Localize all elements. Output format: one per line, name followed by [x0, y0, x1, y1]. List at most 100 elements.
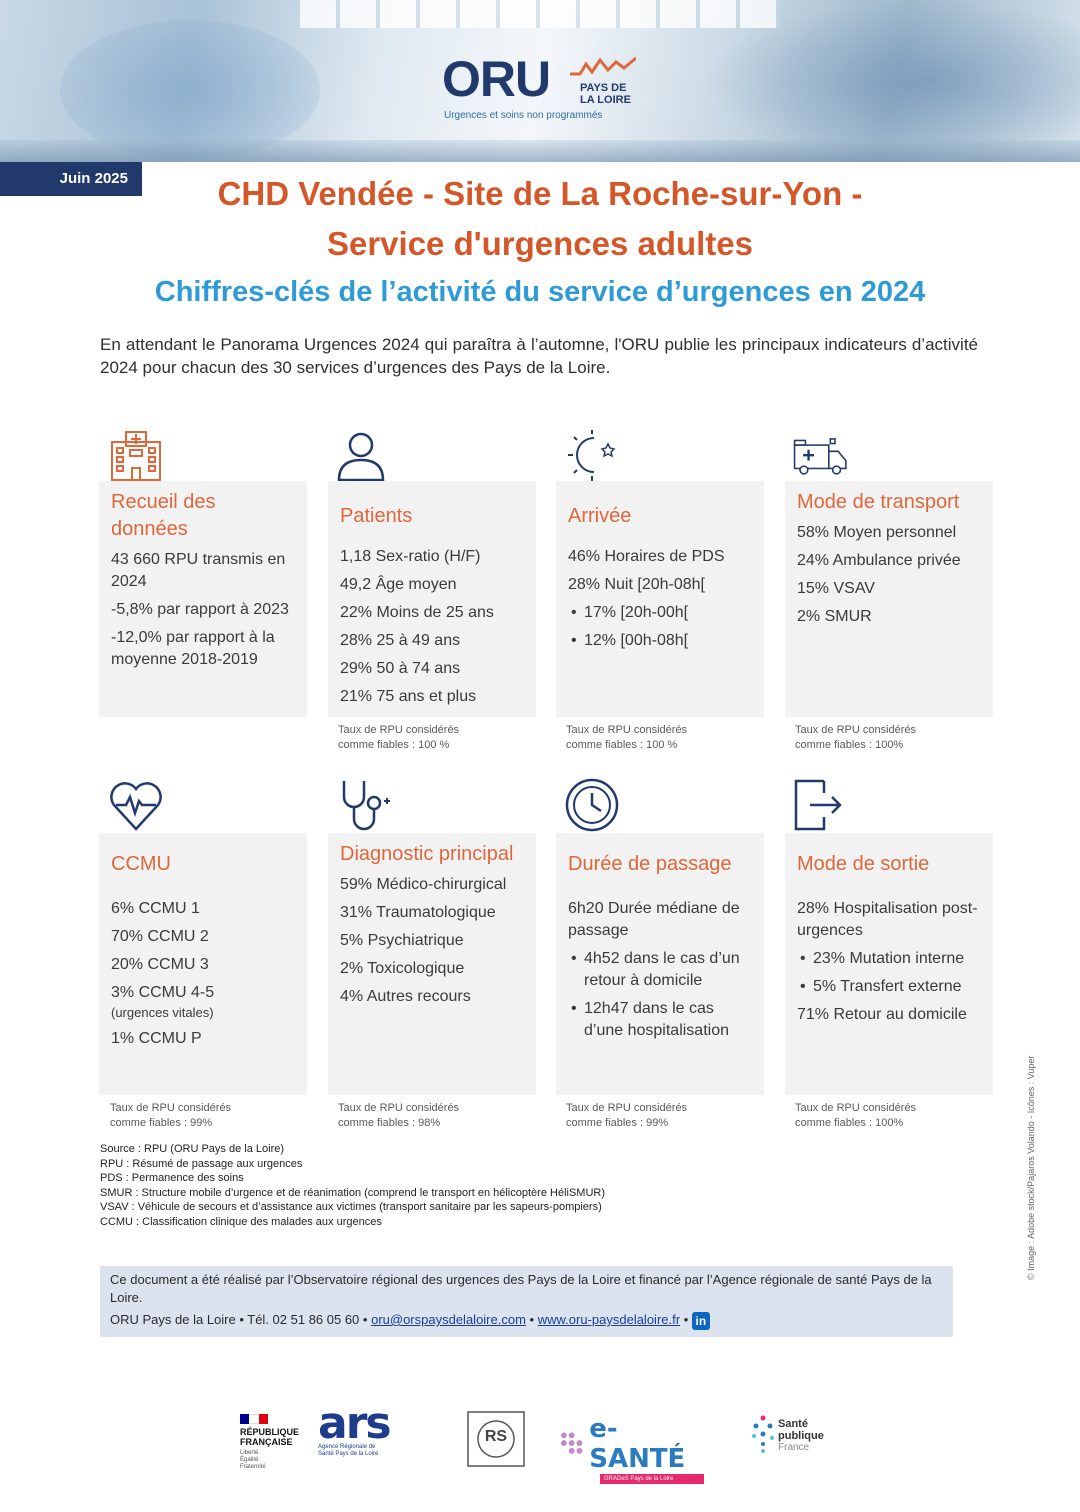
- card-value: 1,18 Sex-ratio (H/F): [340, 548, 481, 565]
- card-value: 28% Nuit [20h-08h[: [568, 576, 705, 593]
- card-bullet: 12h47 dans le cas d’une hospitalisation: [568, 998, 754, 1042]
- card-value: 28% 25 à 49 ans: [340, 632, 461, 649]
- rate-value: comme fiables : 99%: [566, 1117, 669, 1129]
- card-bullet: 12% [00h-08h[: [568, 630, 754, 652]
- clock-icon: [565, 778, 619, 832]
- ars-wordmark: ars: [318, 1402, 418, 1446]
- reliability-rate: Taux de RPU considérés comme fiables : 9…: [110, 1101, 310, 1131]
- card-value: 43 660 RPU transmis en 2024: [111, 551, 286, 590]
- stethoscope-icon: [342, 781, 390, 831]
- rate-label: Taux de RPU considérés: [110, 1102, 232, 1114]
- card-value: 58% Moyen personnel: [797, 524, 957, 541]
- rate-value: comme fiables : 99%: [110, 1117, 213, 1129]
- card-title: Mode de transport: [797, 491, 960, 513]
- rate-label: Taux de RPU considérés: [566, 724, 688, 736]
- logo-text: ORU: [442, 51, 551, 107]
- esante-subtitle: GRADeS Pays de la Loire: [600, 1474, 704, 1484]
- card-ccmu: CCMU 6% CCMU 1 70% CCMU 2 20% CCMU 3 3% …: [99, 833, 307, 1095]
- logo-region: PAYS DE: [580, 82, 627, 94]
- card-value: 29% 50 à 74 ans: [340, 660, 461, 677]
- source-line: RPU : Résumé de passage aux urgences: [100, 1157, 303, 1170]
- rs-seal-icon: [467, 1411, 525, 1467]
- rate-label: Taux de RPU considérés: [338, 724, 460, 736]
- card-value: 49,2 Âge moyen: [340, 576, 457, 593]
- sante-publique-dots-icon: [752, 1415, 774, 1453]
- card-value: 70% CCMU 2: [111, 928, 209, 945]
- header-banner: ORU PAYS DE LA LOIRE Urgences et soins n…: [0, 0, 1080, 162]
- card-value: 1% CCMU P: [111, 1030, 202, 1047]
- card-value: 6% CCMU 1: [111, 900, 200, 917]
- card-sortie: Mode de sortie 28% Hospitalisation post-…: [785, 833, 993, 1095]
- sp-text: publique: [778, 1430, 824, 1442]
- card-value: 59% Médico-chirurgical: [340, 876, 507, 893]
- logo-region: LA LOIRE: [580, 94, 631, 106]
- card-value: 2% Toxicologique: [340, 960, 465, 977]
- card-value: 46% Horaires de PDS: [568, 548, 725, 565]
- rate-label: Taux de RPU considérés: [795, 724, 917, 736]
- page-subtitle: Chiffres-clés de l’activité du service d…: [154, 276, 926, 308]
- linkedin-icon[interactable]: in: [691, 1311, 710, 1330]
- card-bullet: 4h52 dans le cas d’un retour à domicile: [568, 948, 754, 992]
- card-bullet: 17% [20h-00h[: [568, 602, 754, 624]
- card-value: -12,0% par rapport à la moyenne 2018-201…: [111, 629, 275, 668]
- banner-ceiling-lights: [300, 0, 780, 28]
- reliability-rate: Taux de RPU considérés comme fiables : 1…: [566, 723, 766, 753]
- card-title: Mode de sortie: [797, 853, 930, 875]
- source-line: Source : RPU (ORU Pays de la Loire): [100, 1143, 285, 1155]
- sun-moon-icon: [568, 430, 616, 482]
- ars-text: ars: [318, 1398, 392, 1449]
- rf-motto: Liberté Égalité Fraternité: [240, 1450, 266, 1470]
- date-badge: Juin 2025: [0, 162, 142, 196]
- esante-text: e-SANTÉ: [589, 1414, 686, 1474]
- heart-pulse-icon: [110, 782, 162, 831]
- footer-credit: Ce document a été réalisé par l’Observat…: [110, 1272, 932, 1305]
- ars-subtitle: Agence Régionale de Santé Pays de la Loi…: [318, 1444, 379, 1457]
- ars-logo: ars Agence Régionale de Santé Pays de la…: [318, 1402, 418, 1458]
- card-value: 71% Retour au domicile: [797, 1006, 967, 1023]
- card-title: CCMU: [111, 853, 171, 875]
- rate-label: Taux de RPU considérés: [338, 1102, 460, 1114]
- separator: •: [683, 1312, 692, 1327]
- rate-value: comme fiables : 100%: [795, 739, 904, 751]
- card-recueil: Recueil des données 43 660 RPU transmis …: [99, 481, 307, 717]
- dots-icon: [560, 1432, 583, 1454]
- card-title: Recueil des données: [111, 491, 216, 540]
- contact-phone: ORU Pays de la Loire • Tél. 02 51 86 05 …: [110, 1312, 368, 1327]
- card-title: Arrivée: [568, 505, 632, 527]
- banner-photo-blur: [60, 20, 320, 160]
- reliability-rate: Taux de RPU considérés comme fiables : 1…: [338, 723, 538, 753]
- rf-text: FRANÇAISE: [240, 1437, 293, 1447]
- exit-icon: [794, 779, 842, 831]
- rate-label: Taux de RPU considérés: [566, 1102, 688, 1114]
- intro-paragraph: En attendant le Panorama Urgences 2024 q…: [100, 335, 978, 377]
- card-title: Patients: [340, 505, 413, 527]
- rate-value: comme fiables : 100 %: [566, 739, 678, 751]
- page-title: CHD Vendée - Site de La Roche-sur-Yon -: [217, 175, 863, 212]
- card-duree: Durée de passage 6h20 Durée médiane de p…: [556, 833, 764, 1095]
- logo-tagline: Urgences et soins non programmés: [444, 110, 603, 121]
- card-value: 22% Moins de 25 ans: [340, 604, 494, 621]
- reliability-rate: Taux de RPU considérés comme fiables : 1…: [795, 1101, 995, 1131]
- card-note: (urgences vitales): [111, 1005, 214, 1020]
- card-title: Diagnostic principal: [340, 843, 514, 865]
- sp-text: France: [778, 1442, 810, 1453]
- image-credit: © Image : Adobe stock/Pajaros Volando - …: [1026, 1055, 1036, 1280]
- esante-logo: e-SANTÉ GRADeS Pays de la Loire: [560, 1414, 710, 1484]
- card-value: 28% Hospitalisation post-urgences: [797, 900, 978, 939]
- rs-text: RS: [484, 1428, 508, 1445]
- flag-icon: [240, 1414, 268, 1424]
- card-bullet: 5% Transfert externe: [797, 976, 983, 998]
- footer-contact: ORU Pays de la Loire • Tél. 02 51 86 05 …: [110, 1311, 943, 1330]
- source-line: CCMU : Classification clinique des malad…: [100, 1215, 382, 1228]
- email-link[interactable]: oru@orspaysdelaloire.com: [371, 1312, 526, 1327]
- card-transport: Mode de transport 58% Moyen personnel 24…: [785, 481, 993, 717]
- banner-floor: [0, 140, 1080, 162]
- card-value: 21% 75 ans et plus: [340, 688, 477, 705]
- rs-logo: RS: [466, 1410, 526, 1468]
- card-value: 3% CCMU 4-5: [111, 984, 215, 1001]
- card-value: 15% VSAV: [797, 580, 875, 597]
- website-link[interactable]: www.oru-paysdelaloire.fr: [537, 1312, 681, 1327]
- card-value: 5% Psychiatrique: [340, 932, 464, 949]
- source-line: VSAV : Véhicule de secours et d’assistan…: [100, 1201, 602, 1214]
- sources-glossary: Source : RPU (ORU Pays de la Loire) RPU …: [100, 1142, 800, 1230]
